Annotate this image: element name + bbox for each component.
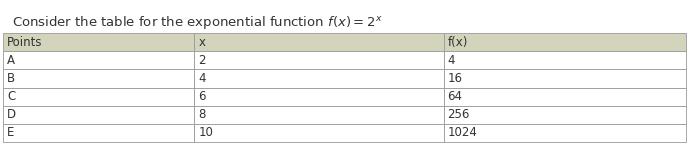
Text: 8: 8 bbox=[198, 108, 205, 121]
Bar bbox=[3, 33, 194, 51]
Bar bbox=[3, 124, 194, 142]
Text: 1024: 1024 bbox=[448, 126, 477, 139]
Bar bbox=[3, 69, 194, 87]
Text: 6: 6 bbox=[198, 90, 206, 103]
Bar bbox=[3, 87, 194, 106]
Bar bbox=[444, 51, 686, 69]
Text: 4: 4 bbox=[448, 54, 455, 67]
Text: Consider the table for the exponential function $f(x) = 2^x$: Consider the table for the exponential f… bbox=[12, 14, 383, 31]
Bar bbox=[444, 87, 686, 106]
Bar bbox=[194, 106, 444, 124]
Bar bbox=[3, 51, 194, 69]
Bar bbox=[444, 69, 686, 87]
Bar bbox=[444, 33, 686, 51]
Text: 256: 256 bbox=[448, 108, 470, 121]
Bar bbox=[194, 69, 444, 87]
Text: 16: 16 bbox=[448, 72, 462, 85]
Text: A: A bbox=[7, 54, 15, 67]
Text: 10: 10 bbox=[198, 126, 213, 139]
Bar bbox=[194, 33, 444, 51]
Text: x: x bbox=[198, 36, 205, 49]
Bar bbox=[194, 124, 444, 142]
Text: C: C bbox=[7, 90, 15, 103]
Text: 2: 2 bbox=[198, 54, 206, 67]
Text: f(x): f(x) bbox=[448, 36, 468, 49]
Text: B: B bbox=[7, 72, 15, 85]
Bar bbox=[194, 87, 444, 106]
Text: 64: 64 bbox=[448, 90, 462, 103]
Bar bbox=[444, 124, 686, 142]
Bar bbox=[3, 106, 194, 124]
Bar bbox=[194, 51, 444, 69]
Bar bbox=[444, 106, 686, 124]
Text: D: D bbox=[7, 108, 16, 121]
Text: E: E bbox=[7, 126, 14, 139]
Text: 4: 4 bbox=[198, 72, 206, 85]
Text: Points: Points bbox=[7, 36, 43, 49]
